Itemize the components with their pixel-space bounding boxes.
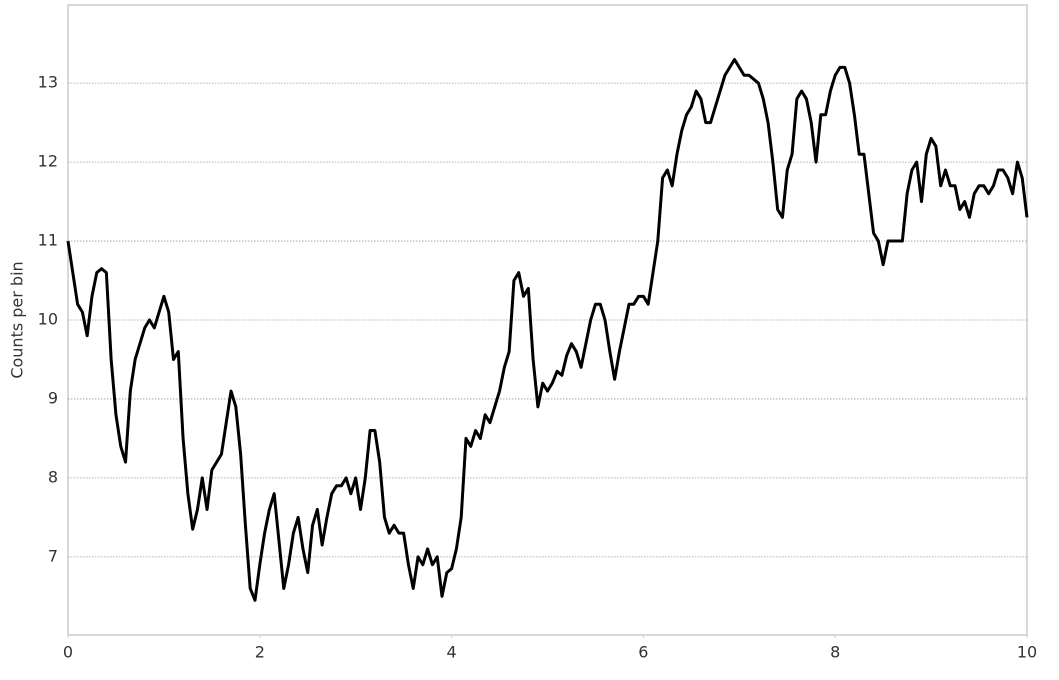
- y-tick-label: 10: [38, 310, 58, 329]
- y-tick-label: 9: [48, 388, 58, 407]
- y-tick-label: 11: [38, 231, 58, 250]
- y-tick-label: 8: [48, 467, 58, 486]
- x-tick-label: 2: [255, 643, 265, 662]
- x-tick-label: 6: [638, 643, 648, 662]
- y-tick-label: 7: [48, 546, 58, 565]
- x-tick-label: 4: [447, 643, 457, 662]
- y-axis-label: Counts per bin: [8, 261, 27, 378]
- y-tick-label: 12: [38, 152, 58, 171]
- data-line: [66, 57, 1029, 602]
- x-tick-label: 0: [63, 643, 73, 662]
- x-tick-label: 8: [830, 643, 840, 662]
- x-tick-label: 10: [1017, 643, 1037, 662]
- y-tick-label: 13: [38, 73, 58, 92]
- plot-frame: [67, 4, 1028, 636]
